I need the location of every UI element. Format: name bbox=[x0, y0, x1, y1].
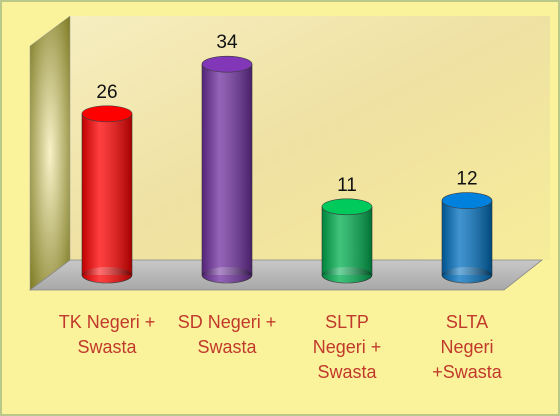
value-label: 12 bbox=[456, 169, 477, 190]
bar-bottom-shade bbox=[202, 267, 252, 283]
bar-top bbox=[321, 198, 373, 216]
bar-bottom-shade bbox=[322, 267, 372, 283]
x-tick-label: TK Negeri + Swasta bbox=[58, 312, 156, 357]
bar-shade bbox=[442, 200, 492, 275]
value-label: 11 bbox=[337, 175, 357, 196]
bar-bottom-shade bbox=[442, 267, 492, 283]
bar-shade bbox=[202, 64, 252, 275]
bar-top bbox=[201, 55, 253, 73]
value-label: 26 bbox=[96, 82, 117, 103]
bar-top bbox=[81, 105, 133, 123]
x-tick-label: SD Negeri + Swasta bbox=[177, 312, 277, 357]
floor bbox=[28, 259, 544, 291]
back-wall bbox=[70, 16, 550, 260]
value-label: 34 bbox=[216, 32, 238, 53]
bar-shade bbox=[82, 113, 132, 275]
x-tick-label: SLTP Negeri + Swasta bbox=[312, 312, 382, 382]
bar-bottom-shade bbox=[82, 267, 132, 283]
side-wall bbox=[29, 15, 71, 291]
bar-top bbox=[441, 192, 493, 209]
bar-shade bbox=[322, 206, 372, 275]
x-tick-label: SLTA Negeri +Swasta bbox=[432, 312, 502, 382]
